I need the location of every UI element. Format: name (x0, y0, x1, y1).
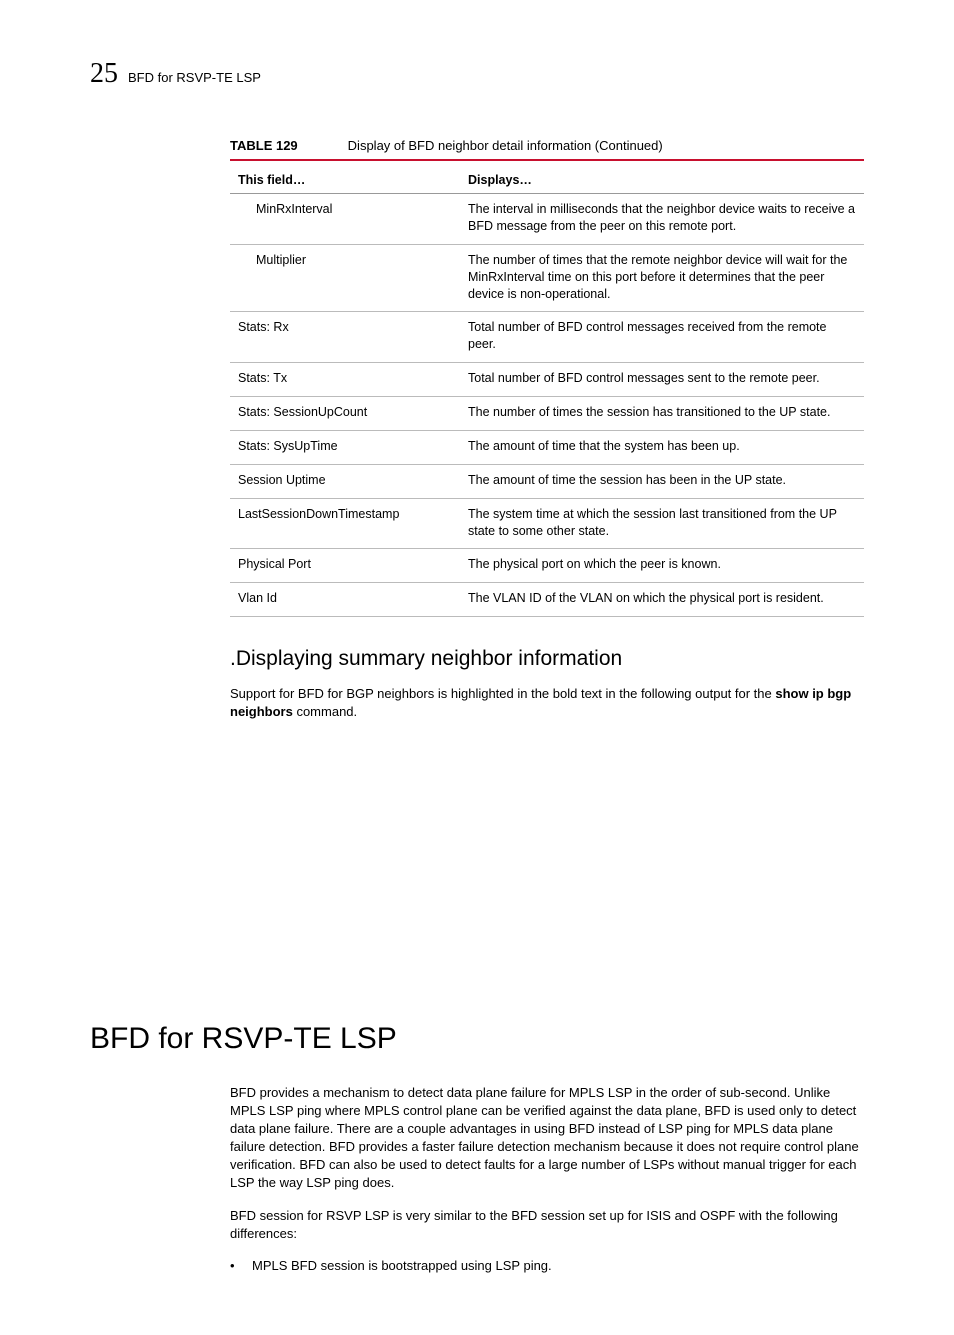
subheading-summary: .Displaying summary neighbor information (230, 647, 864, 671)
table-cell-field: Stats: Tx (230, 363, 460, 397)
table-cell-field: Session Uptime (230, 464, 460, 498)
table-cell-field: LastSessionDownTimestamp (230, 498, 460, 549)
table-cell-field: Stats: SessionUpCount (230, 397, 460, 431)
table-cell-field: Stats: Rx (230, 312, 460, 363)
table-cell-desc: The number of times the session has tran… (460, 397, 864, 431)
table-row: MultiplierThe number of times that the r… (230, 244, 864, 312)
table-block: TABLE 129 Display of BFD neighbor detail… (230, 138, 864, 722)
table-row: Stats: SessionUpCountThe number of times… (230, 397, 864, 431)
bullet-list: MPLS BFD session is bootstrapped using L… (230, 1257, 864, 1275)
table-col-desc: Displays… (460, 167, 864, 194)
table-cell-desc: The VLAN ID of the VLAN on which the phy… (460, 583, 864, 617)
table-caption: TABLE 129 Display of BFD neighbor detail… (230, 138, 864, 161)
table-row: Session UptimeThe amount of time the ses… (230, 464, 864, 498)
running-title: BFD for RSVP-TE LSP (128, 70, 261, 85)
section-p2: BFD session for RSVP LSP is very similar… (230, 1207, 864, 1243)
table-cell-desc: The interval in milliseconds that the ne… (460, 194, 864, 245)
table-cell-desc: Total number of BFD control messages rec… (460, 312, 864, 363)
list-item: MPLS BFD session is bootstrapped using L… (230, 1257, 864, 1275)
table-cell-field: MinRxInterval (230, 194, 460, 245)
reference-table: This field… Displays… MinRxIntervalThe i… (230, 167, 864, 617)
table-col-field: This field… (230, 167, 460, 194)
table-cell-field: Vlan Id (230, 583, 460, 617)
summary-text-pre: Support for BFD for BGP neighbors is hig… (230, 686, 775, 701)
table-row: LastSessionDownTimestampThe system time … (230, 498, 864, 549)
table-cell-field: Stats: SysUpTime (230, 430, 460, 464)
table-cell-desc: The amount of time the session has been … (460, 464, 864, 498)
table-row: Stats: TxTotal number of BFD control mes… (230, 363, 864, 397)
table-label: TABLE 129 (230, 138, 298, 153)
table-cell-field: Physical Port (230, 549, 460, 583)
running-header: 25 BFD for RSVP-TE LSP (90, 58, 864, 90)
table-row: MinRxIntervalThe interval in millisecond… (230, 194, 864, 245)
summary-text-post: command. (293, 704, 357, 719)
table-cell-desc: The number of times that the remote neig… (460, 244, 864, 312)
chapter-number: 25 (90, 58, 118, 90)
table-cell-desc: Total number of BFD control messages sen… (460, 363, 864, 397)
section-heading-bfd: BFD for RSVP-TE LSP (90, 1022, 864, 1056)
table-row: Stats: RxTotal number of BFD control mes… (230, 312, 864, 363)
table-row: Stats: SysUpTimeThe amount of time that … (230, 430, 864, 464)
summary-paragraph: Support for BFD for BGP neighbors is hig… (230, 685, 864, 721)
table-cell-desc: The physical port on which the peer is k… (460, 549, 864, 583)
table-cell-desc: The amount of time that the system has b… (460, 430, 864, 464)
table-row: Physical PortThe physical port on which … (230, 549, 864, 583)
section-p1: BFD provides a mechanism to detect data … (230, 1084, 864, 1193)
table-title: Display of BFD neighbor detail informati… (348, 138, 663, 153)
table-header-row: This field… Displays… (230, 167, 864, 194)
page-root: 25 BFD for RSVP-TE LSP TABLE 129 Display… (0, 0, 954, 1335)
table-row: Vlan IdThe VLAN ID of the VLAN on which … (230, 583, 864, 617)
table-cell-field: Multiplier (230, 244, 460, 312)
table-cell-desc: The system time at which the session las… (460, 498, 864, 549)
section-body: BFD provides a mechanism to detect data … (230, 1084, 864, 1276)
